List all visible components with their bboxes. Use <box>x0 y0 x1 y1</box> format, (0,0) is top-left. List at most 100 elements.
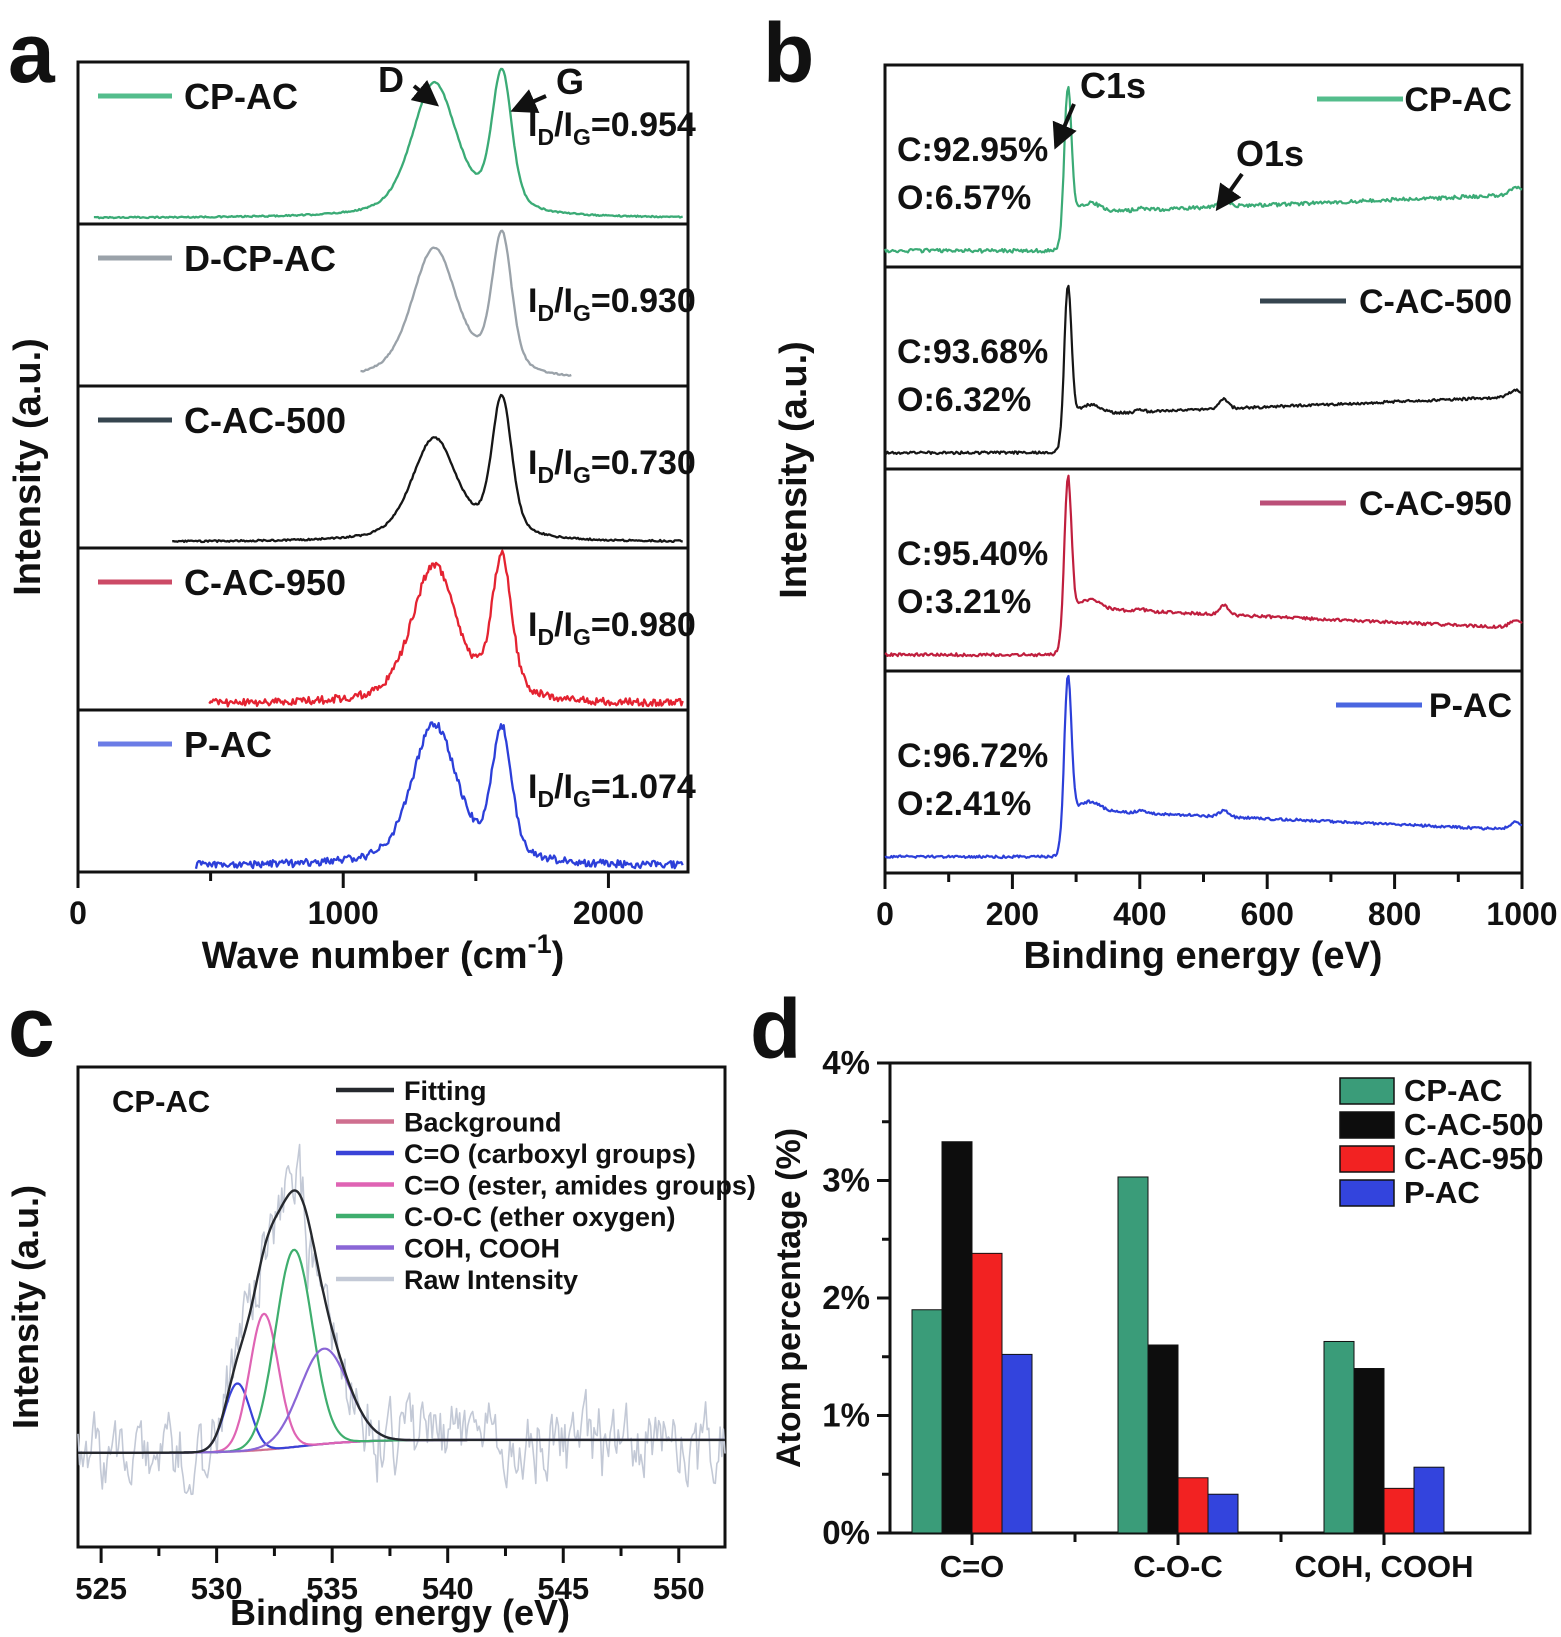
legend-swatch-C-AC-500 <box>1339 1111 1395 1139</box>
category-label-1: C-O-C <box>1133 1549 1223 1584</box>
legend-label-c-4: C-O-C (ether oxygen) <box>404 1202 676 1232</box>
y-tick-label: 3% <box>822 1162 870 1199</box>
raman-curve-C-AC-950 <box>208 549 684 708</box>
panel-a-series-CP-AC: CP-AC ID/IG=0.954 <box>184 76 696 150</box>
annotation-d-peak: D <box>378 59 404 100</box>
panel-a-series-C-AC-950: C-AC-950 ID/IG=0.980 <box>184 562 696 650</box>
bar-CP-AC-COH, COOH <box>1323 1340 1355 1534</box>
panel-c-xlabel: Binding energy (eV) <box>230 1592 570 1633</box>
y-tick-label: 4% <box>822 1044 870 1081</box>
bar-C-AC-500-COH, COOH <box>1353 1368 1385 1534</box>
panel-letter-d: d <box>750 982 801 1076</box>
panel-letter-b: b <box>763 6 814 100</box>
annotation-c1s: C1s <box>1080 65 1146 106</box>
legend-label-C-AC-950: C-AC-950 <box>1359 485 1512 523</box>
ratio-label-D-CP-AC: ID/IG=0.930 <box>528 282 696 326</box>
panel-b-series-CP-AC: CP-AC C:92.95% O:6.57% <box>897 81 1512 217</box>
legend-swatch-C-AC-950 <box>1339 1145 1395 1173</box>
x-tick-label: 540 <box>422 1571 474 1606</box>
bar-CP-AC-C=O <box>911 1309 943 1534</box>
raman-curve-CP-AC <box>93 67 683 220</box>
legend-swatch-CP-AC <box>1339 1077 1395 1105</box>
ratio-label-C-AC-950: ID/IG=0.980 <box>528 606 696 650</box>
oxygen-percentage-C-AC-950: O:3.21% <box>897 583 1031 621</box>
legend-label-C-AC-950: C-AC-950 <box>1404 1141 1544 1176</box>
ratio-label-C-AC-500: ID/IG=0.730 <box>528 444 696 488</box>
annotation-c1s-arrow <box>1052 103 1077 150</box>
x-tick-label: 0 <box>876 896 894 932</box>
xps-curve-P-AC <box>884 674 1523 860</box>
bar-CP-AC-C-O-C <box>1117 1176 1149 1534</box>
xps-curve-CP-AC <box>883 85 1523 254</box>
x-tick-label: 400 <box>1113 896 1166 932</box>
legend-swatch-P-AC <box>1339 1179 1395 1207</box>
panel-a-series-P-AC: P-AC ID/IG=1.074 <box>184 724 696 812</box>
panel-c-frame <box>76 1065 727 1549</box>
raman-curve-P-AC <box>194 721 684 870</box>
x-tick-label: 525 <box>75 1571 127 1606</box>
legend-label-c-2: C=O (carboxyl groups) <box>404 1139 696 1169</box>
panel-b-series-C-AC-950: C-AC-950 C:95.40% O:3.21% <box>897 485 1512 621</box>
bar-C-AC-500-C-O-C <box>1147 1344 1179 1534</box>
y-tick-label: 2% <box>822 1279 870 1316</box>
panel-a-series-C-AC-500: C-AC-500 ID/IG=0.730 <box>184 400 696 488</box>
bar-P-AC-COH, COOH <box>1413 1466 1445 1534</box>
panel-a-xlabel: Wave number (cm-1) <box>202 929 565 977</box>
category-label-0: C=O <box>940 1549 1005 1584</box>
legend-label-C-AC-500: C-AC-500 <box>184 400 346 441</box>
bar-P-AC-C-O-C <box>1207 1493 1239 1534</box>
y-tick-label: 0% <box>822 1514 870 1551</box>
panel-a-series-D-CP-AC: D-CP-AC ID/IG=0.930 <box>184 238 696 326</box>
x-tick-label: 0 <box>69 895 87 931</box>
xps-curve-C-AC-500 <box>884 284 1523 456</box>
legend-label-c-0: Fitting <box>404 1076 486 1106</box>
annotation-d-arrow <box>410 79 440 107</box>
legend-label-P-AC: P-AC <box>184 724 272 765</box>
bar-C-AC-950-C-O-C <box>1177 1477 1209 1534</box>
legend-label-C-AC-500: C-AC-500 <box>1359 283 1512 321</box>
bar-C-AC-950-C=O <box>971 1252 1003 1534</box>
x-tick-label: 1000 <box>308 895 379 931</box>
panel-c-sample-label: CP-AC <box>112 1084 210 1119</box>
panel-a-ylabel: Intensity (a.u.) <box>7 338 49 596</box>
curve-peak-0 <box>78 1382 725 1454</box>
legend-label-CP-AC: CP-AC <box>1404 1073 1502 1108</box>
y-tick-label: 1% <box>822 1397 870 1434</box>
annotation-g-arrow <box>510 89 547 114</box>
panel-b-ylabel: Intensity (a.u.) <box>773 341 815 599</box>
panel-b-series-C-AC-500: C-AC-500 C:93.68% O:6.32% <box>897 283 1512 419</box>
x-tick-label: 545 <box>537 1571 589 1606</box>
annotation-o1s-arrow <box>1215 172 1244 212</box>
legend-label-c-1: Background <box>404 1108 562 1138</box>
annotation-g-peak: G <box>556 61 584 102</box>
oxygen-percentage-C-AC-500: O:6.32% <box>897 381 1031 419</box>
panel-b-xlabel: Binding energy (eV) <box>1024 935 1383 977</box>
carbon-percentage-C-AC-950: C:95.40% <box>897 535 1048 573</box>
x-tick-label: 800 <box>1368 896 1421 932</box>
oxygen-percentage-P-AC: O:2.41% <box>897 785 1031 823</box>
carbon-percentage-CP-AC: C:92.95% <box>897 131 1048 169</box>
x-tick-label: 535 <box>306 1571 358 1606</box>
legend-label-CP-AC: CP-AC <box>1404 81 1512 119</box>
x-tick-label: 550 <box>653 1571 705 1606</box>
bar-P-AC-C=O <box>1001 1353 1033 1534</box>
legend-label-P-AC: P-AC <box>1429 687 1512 725</box>
rendered-charts: 0 1000 2000CP-ACID/IG=0.954D-CP-ACID/IG=0.… <box>69 59 1557 1606</box>
legend-label-C-AC-500: C-AC-500 <box>1404 1107 1544 1142</box>
raman-curve-D-CP-AC <box>360 229 572 377</box>
annotation-o1s: O1s <box>1236 133 1304 174</box>
panel-c-ylabel: Intensity (a.u.) <box>5 1185 46 1429</box>
legend-label-c-3: C=O (ester, amides groups) <box>404 1171 756 1201</box>
legend-label-D-CP-AC: D-CP-AC <box>184 238 336 279</box>
x-tick-label: 200 <box>986 896 1039 932</box>
x-tick-label: 1000 <box>1486 896 1557 932</box>
panel-letter-c: c <box>8 980 55 1074</box>
curve-fitting <box>78 1189 725 1454</box>
curve-raw-intensity <box>77 1143 726 1496</box>
xps-curve-C-AC-950 <box>884 474 1523 658</box>
ratio-label-CP-AC: ID/IG=0.954 <box>528 106 696 150</box>
panel-a-frame <box>76 60 690 874</box>
legend-label-c-5: COH, COOH <box>404 1234 560 1264</box>
bar-C-AC-500-C=O <box>941 1141 973 1534</box>
